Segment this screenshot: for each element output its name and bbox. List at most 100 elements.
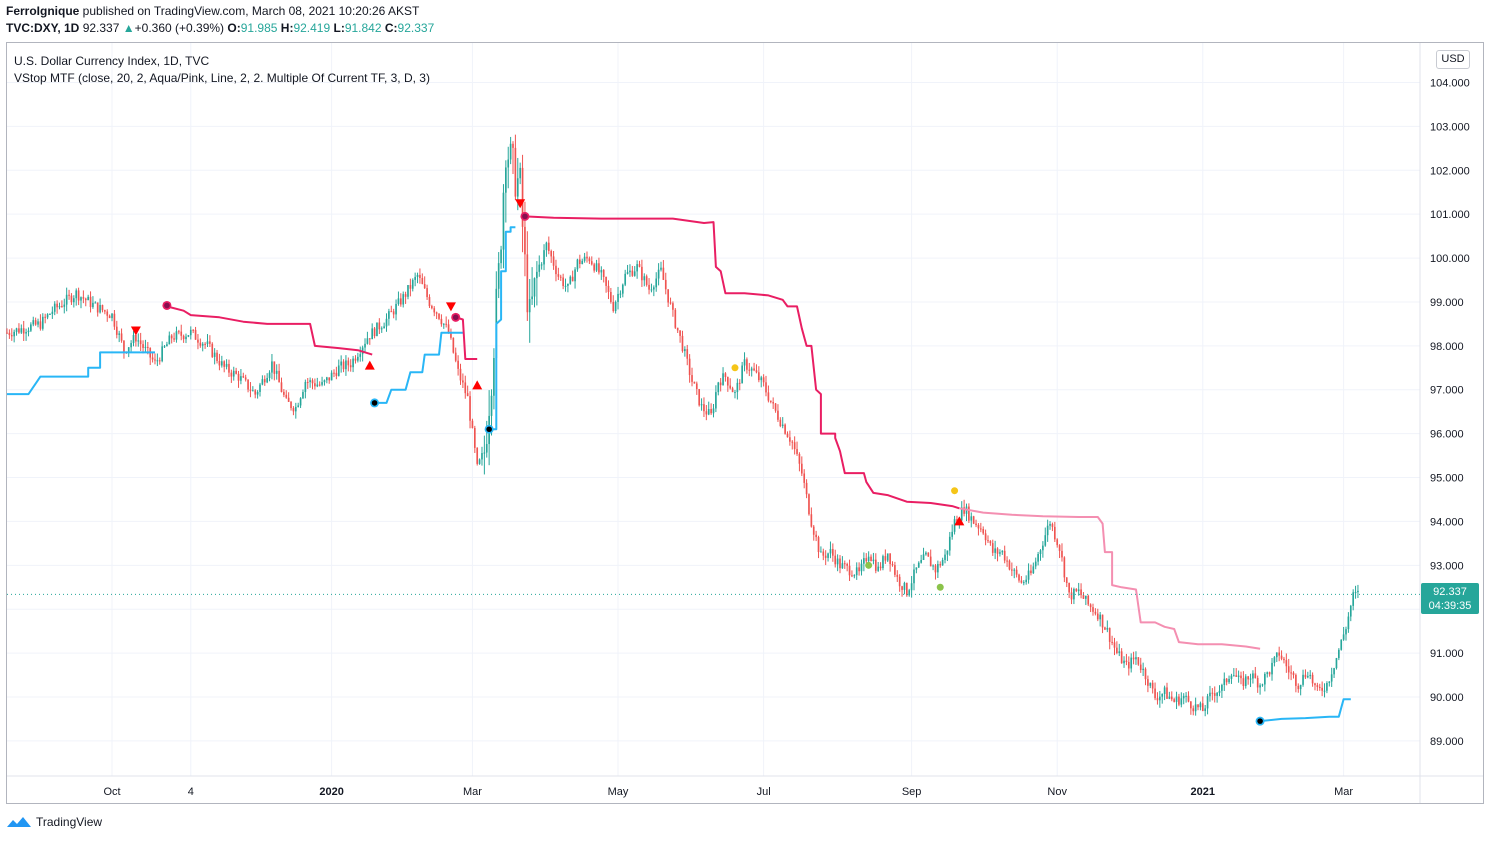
candle-body [1092,607,1094,612]
candle-body [82,297,85,299]
candle-body [445,323,448,325]
series-title[interactable]: U.S. Dollar Currency Index, 1D, TVC [14,54,210,68]
candle-body [34,320,37,325]
candle-body [648,284,650,290]
candle-body [736,382,739,393]
vstop-line-pink [166,305,373,356]
candle-body [860,563,863,572]
candle-body [915,567,918,570]
x-tick-label: Nov [1047,786,1067,798]
y-tick-label: 90.000 [1430,692,1464,704]
candle-body [571,276,574,282]
candle-body [416,274,419,277]
candle-body [1118,651,1121,654]
candle-body [824,555,827,558]
vstop-line-aqua [1259,698,1351,723]
candle-body [314,383,316,387]
candle-body [213,352,216,357]
signal-dot [486,426,492,433]
candle-body [729,385,732,389]
footer-brand[interactable]: TradingView [6,815,102,829]
author-name[interactable]: FerroIgnique [6,4,80,18]
low-label: L: [333,21,345,35]
candle-body [972,516,975,524]
candle-body [605,276,607,286]
candle-body [867,556,870,562]
candle-body [858,567,860,572]
candle-body [328,377,331,381]
candle-body [220,361,223,366]
candle-body [552,256,555,266]
candle-body [719,382,722,386]
candle-body [987,540,989,542]
candle-body [836,558,839,565]
candle-body [519,167,522,179]
candle-body [796,449,798,454]
y-tick-label: 98.000 [1430,341,1464,353]
candle-body [357,356,359,361]
candle-body [1209,692,1211,697]
candle-body [170,335,173,339]
candle-body [249,389,252,391]
candle-body [726,376,729,386]
candle-body [810,514,813,527]
candle-body [829,548,832,554]
candle-body [197,339,199,343]
tradingview-logo-icon [7,817,31,827]
candle-body [672,303,674,310]
candle-body [471,420,474,429]
candle-body [1101,614,1104,628]
signal-dot [731,364,739,372]
candle-body [32,320,35,325]
candle-body [25,332,27,334]
candle-body [1011,569,1013,571]
candle-body [500,249,502,264]
signal-dot [1257,718,1263,724]
candle-body [901,586,903,590]
candle-body [848,565,851,576]
candle-body [1190,701,1192,709]
candle-body [373,328,376,337]
candle-body [1273,657,1276,663]
candle-body [540,264,543,266]
candle-body [705,411,708,415]
signal-triangle-up [364,360,375,370]
candle-body [1192,708,1195,712]
candle-body [447,324,450,333]
signal-triangle-down [445,302,456,312]
candle-body [681,335,684,352]
candle-body [280,382,283,392]
candle-body [1201,703,1204,711]
candle-body [235,370,237,374]
candle-body [1056,539,1059,546]
signal-triangle-down [130,326,141,336]
candle-body [641,266,643,281]
currency-button[interactable]: USD [1436,50,1470,69]
candle-body [304,381,307,393]
candle-body [426,288,428,298]
candle-body [132,335,135,344]
candle-body [478,459,481,464]
indicator-title[interactable]: VStop MTF (close, 20, 2, Aqua/Pink, Line… [14,71,430,85]
candle-body [378,322,381,330]
candle-body [146,346,149,348]
candle-body [769,400,772,403]
candle-body [753,368,755,371]
candle-body [865,558,868,562]
candle-body [1175,696,1178,702]
candle-body [325,377,328,381]
candle-body [803,473,806,483]
candle-body [1142,668,1144,671]
x-tick-label: Sep [902,786,922,798]
candle-body [538,264,541,272]
candle-body [755,370,758,373]
candle-body [1323,690,1326,692]
candle-body [228,363,230,373]
candle-body [968,506,970,521]
candle-body [772,402,775,404]
candle-body [490,395,493,416]
candle-body [1020,580,1023,583]
candle-body [242,376,245,378]
candle-body [1163,687,1166,694]
